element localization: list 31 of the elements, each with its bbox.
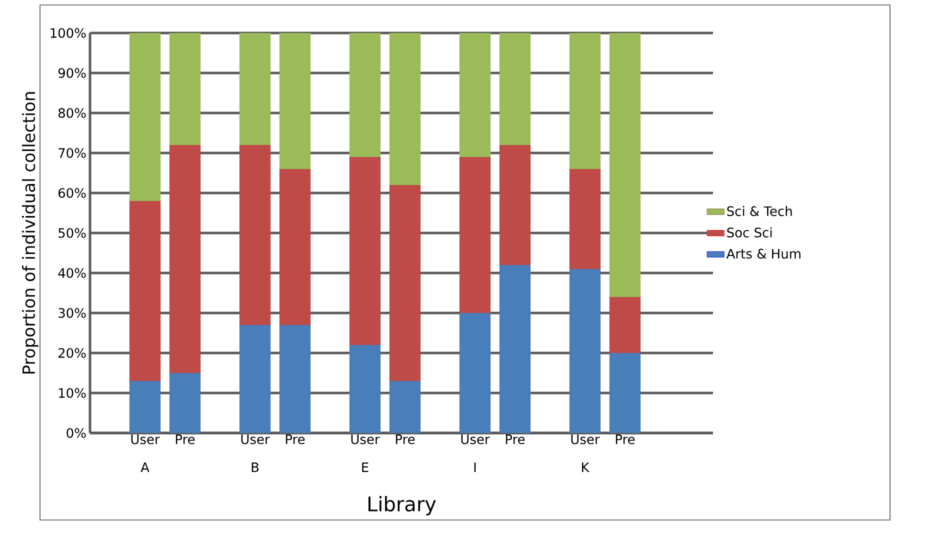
x-tick-label: Pre [616,434,635,444]
y-tick-label: 100% [50,28,86,38]
text: A [140,462,150,472]
y-tick-label: 80% [58,108,86,118]
y-tick-label: 0% [66,428,86,438]
x-axis-title: Library [368,496,436,516]
x-tick-label: Pre [396,434,415,444]
x-tick-label: User [571,434,600,444]
legend-label: Arts & Hum [726,248,800,259]
x-tick-label: Pre [506,434,525,444]
x-tick-label: Pre [286,434,305,444]
y-tick-label: 60% [58,188,86,198]
y-tick-label: 30% [58,308,86,318]
x-tick-label: User [351,434,380,444]
x-tick-label: User [461,434,490,444]
text: K [582,462,590,472]
text: B [252,462,259,472]
y-tick-label: 90% [58,68,86,78]
y-tick-label: 70% [58,148,86,158]
x-tick-label: User [241,434,270,444]
y-axis-title: Proportion of individual collection [22,92,38,374]
x-tick-label: Pre [176,434,195,444]
legend-label: Sci & Tech [727,206,792,216]
y-tick-label: 10% [59,388,86,398]
text: E [362,462,368,472]
y-tick-label: 20% [58,348,86,358]
x-tick-label: User [131,434,160,444]
legend-label: Soc Sci [727,227,772,238]
y-tick-label: 40% [58,268,86,278]
text: I [474,462,476,472]
y-tick-label: 50% [58,228,86,238]
